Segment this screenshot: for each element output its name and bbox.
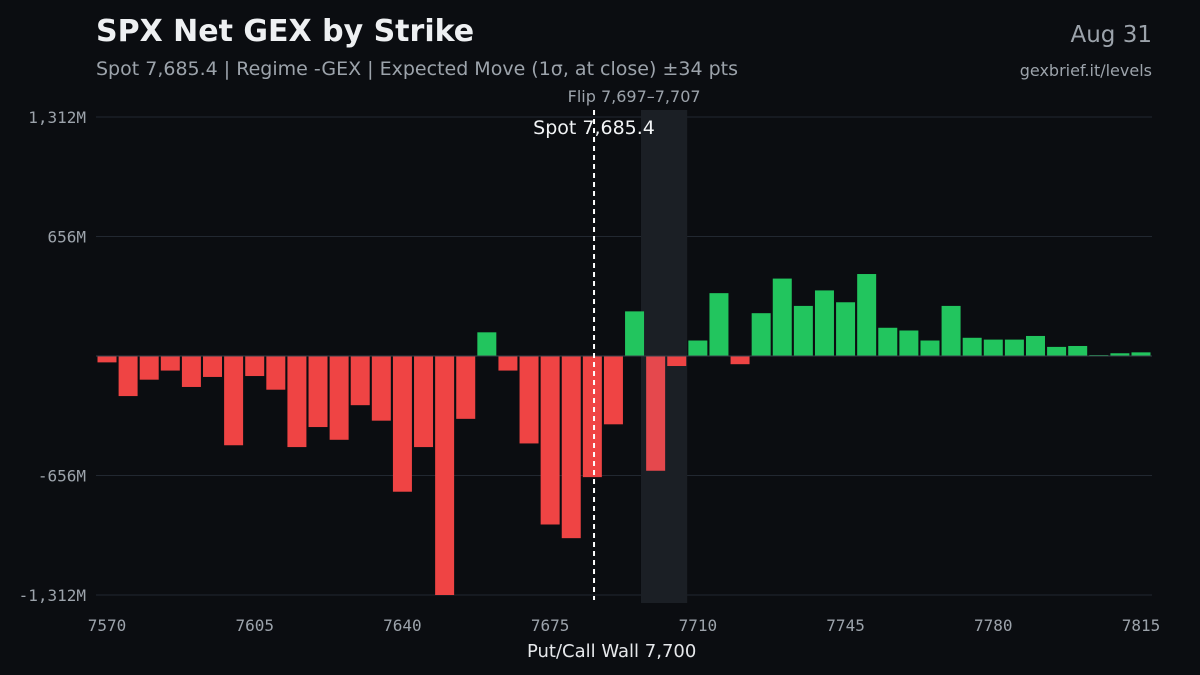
y-tick-label: -1,312M <box>19 586 86 605</box>
x-tick-label: 7745 <box>826 616 865 635</box>
bar-strike-7765 <box>920 340 940 356</box>
bar-strike-7660 <box>477 332 497 356</box>
bars-group <box>97 274 1151 595</box>
y-tick-labels: 1,312M 656M -656M -1,312M <box>19 108 86 605</box>
bar-strike-7710 <box>688 340 708 356</box>
bar-strike-7595 <box>203 356 223 377</box>
flip-label: Flip 7,697–7,707 <box>568 87 701 106</box>
bar-strike-7615 <box>287 356 307 448</box>
bar-strike-7670 <box>519 356 539 444</box>
spot-label: Spot 7,685.4 <box>533 117 655 139</box>
x-tick-label: 7815 <box>1122 616 1161 635</box>
x-tick-label: 7640 <box>383 616 422 635</box>
x-tick-labels: 7570 7605 7640 7675 7710 7745 7780 7815 <box>88 616 1161 635</box>
wall-label: Put/Call Wall 7,700 <box>527 641 696 662</box>
grid-lines <box>96 116 1152 596</box>
bar-strike-7785 <box>1004 339 1024 356</box>
bar-strike-7755 <box>878 327 898 356</box>
bar-strike-7585 <box>160 356 180 371</box>
bar-strike-7750 <box>857 274 877 356</box>
y-tick-label: -656M <box>38 467 86 486</box>
bar-strike-7620 <box>308 356 328 428</box>
chart-date: Aug 31 <box>1070 22 1153 48</box>
bar-strike-7610 <box>266 356 286 390</box>
bar-strike-7600 <box>224 356 244 446</box>
bar-strike-7800 <box>1068 345 1088 356</box>
bar-strike-7815 <box>1131 352 1151 356</box>
bar-strike-7680 <box>561 356 581 539</box>
bar-strike-7695 <box>625 311 645 356</box>
bar-strike-7735 <box>793 305 813 356</box>
bar-strike-7705 <box>667 356 687 367</box>
bar-strike-7775 <box>962 337 982 356</box>
bar-strike-7575 <box>118 356 138 397</box>
bar-strike-7725 <box>751 313 771 356</box>
bar-strike-7635 <box>371 356 391 421</box>
bar-strike-7770 <box>941 305 961 356</box>
bar-strike-7690 <box>603 356 623 425</box>
bar-strike-7810 <box>1110 353 1130 356</box>
bar-strike-7685 <box>582 356 602 478</box>
chart-subtitle: Spot 7,685.4 | Regime -GEX | Expected Mo… <box>96 58 738 80</box>
bar-strike-7740 <box>814 290 834 356</box>
bar-strike-7795 <box>1047 346 1067 356</box>
bar-strike-7675 <box>540 356 560 525</box>
x-tick-label: 7780 <box>974 616 1013 635</box>
bar-strike-7605 <box>245 356 265 377</box>
bar-strike-7665 <box>498 356 518 371</box>
bar-strike-7780 <box>983 339 1003 356</box>
bar-strike-7700 <box>646 356 666 471</box>
bar-strike-7730 <box>772 278 792 356</box>
bar-strike-7790 <box>1025 335 1045 356</box>
x-tick-label: 7570 <box>88 616 127 635</box>
x-tick-label: 7605 <box>235 616 274 635</box>
bar-strike-7720 <box>730 356 750 365</box>
bar-strike-7625 <box>329 356 349 440</box>
chart-source: gexbrief.it/levels <box>1019 61 1152 80</box>
bar-strike-7715 <box>709 293 729 356</box>
y-tick-label: 1,312M <box>28 108 86 127</box>
y-tick-label: 656M <box>47 228 86 247</box>
bar-strike-7590 <box>181 356 201 387</box>
bar-strike-7630 <box>350 356 370 406</box>
bar-strike-7650 <box>435 356 455 595</box>
bar-strike-7760 <box>899 330 919 356</box>
bar-strike-7655 <box>456 356 476 419</box>
bar-strike-7645 <box>414 356 434 448</box>
chart-title: SPX Net GEX by Strike <box>96 14 475 49</box>
bar-strike-7640 <box>392 356 412 492</box>
bar-strike-7745 <box>836 302 856 356</box>
x-tick-label: 7675 <box>531 616 570 635</box>
bar-strike-7570 <box>97 356 117 363</box>
bar-strike-7580 <box>139 356 159 380</box>
x-tick-label: 7710 <box>679 616 718 635</box>
